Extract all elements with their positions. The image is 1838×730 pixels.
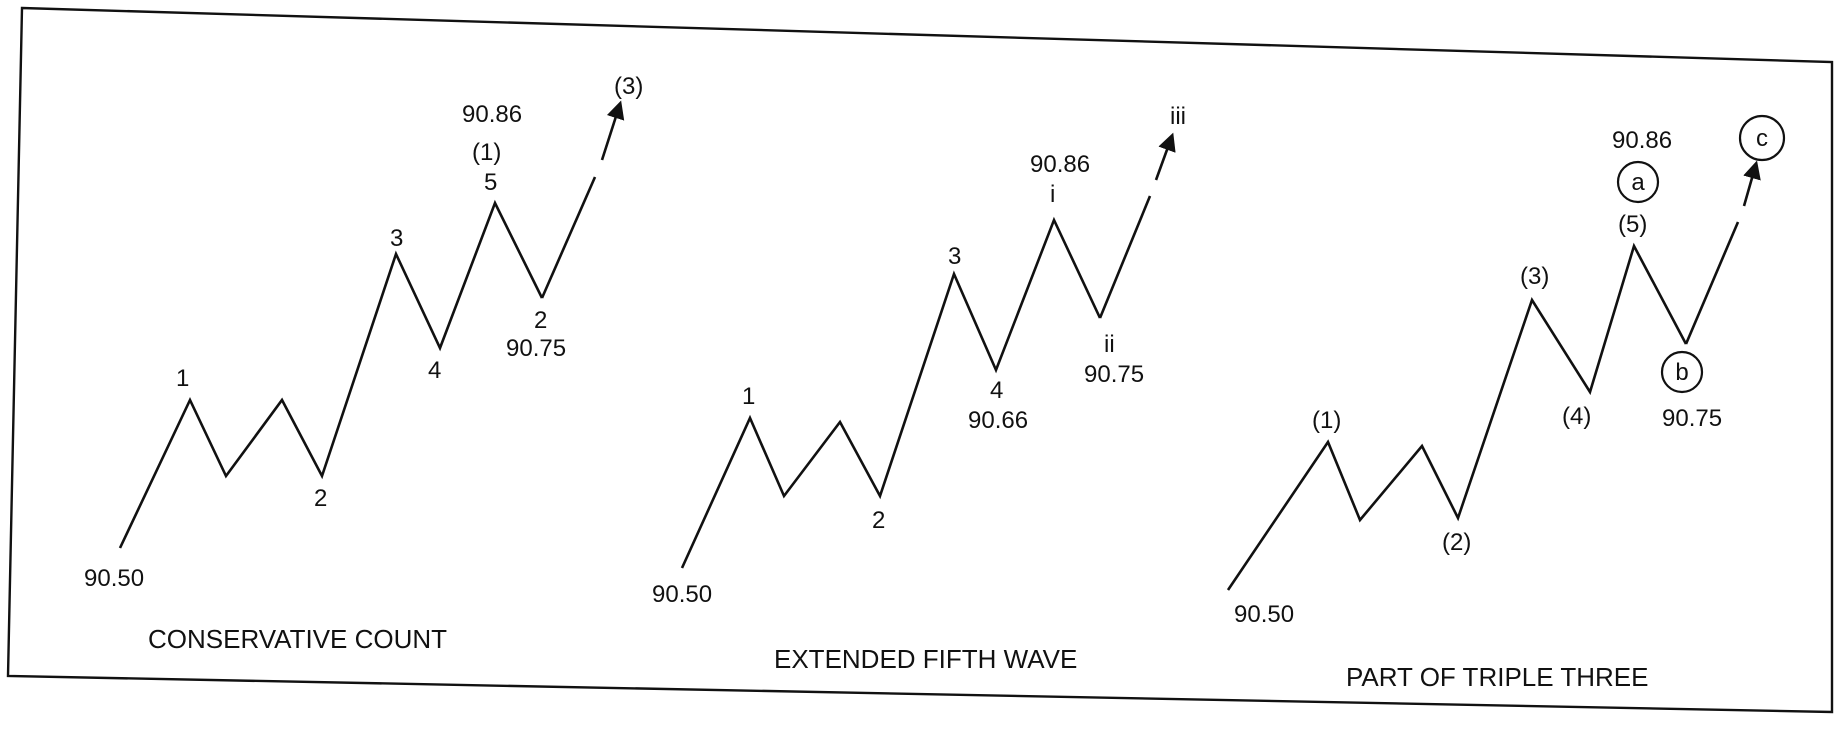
target-arrow-head-1: [600, 100, 625, 161]
wave-4-label: (4): [1562, 403, 1591, 430]
target-arrow-2: [1098, 195, 1152, 319]
panel-caption: CONSERVATIVE COUNT: [148, 624, 447, 654]
circle-a-marker: [1616, 160, 1660, 204]
target-arrow-3: [1684, 221, 1740, 345]
top-price-label: 90.86: [1030, 151, 1090, 178]
circle-b-marker: [1660, 350, 1704, 394]
top-circled-label: a: [1631, 169, 1645, 196]
panel-caption: PART OF TRIPLE THREE: [1346, 662, 1648, 692]
wave-1-label: 1: [742, 383, 755, 410]
circle-c-marker: [1738, 114, 1786, 162]
wave-2-label: (2): [1442, 529, 1471, 556]
wave-2-label: 2: [314, 485, 327, 512]
target-circled-label: c: [1756, 125, 1768, 152]
wave-5-label: (5): [1618, 211, 1647, 238]
target-arrow-1: [540, 176, 597, 299]
wave-4-price-label: 90.66: [968, 407, 1028, 434]
wave-1-label: (1): [1312, 407, 1341, 434]
panel-part-of-triple-three: 90.50 (1) (2) (3) (4) (5) a 90.86 b 90.7…: [1226, 114, 1786, 692]
wave-2-label: 2: [872, 507, 885, 534]
start-price-label: 90.50: [1234, 601, 1294, 628]
target-arrow-head-3: [1742, 160, 1761, 207]
top-price-label: 90.86: [462, 101, 522, 128]
wave-3-label: 3: [948, 243, 961, 270]
after-top-label: 2: [534, 307, 547, 334]
wave-path-3: [1226, 242, 1688, 591]
wave-4-label: 4: [428, 357, 441, 384]
top-degree-label: (1): [472, 139, 501, 166]
target-label: iii: [1170, 103, 1186, 130]
wave-4-label: 4: [990, 377, 1003, 404]
top-price-label: 90.86: [1612, 127, 1672, 154]
after-top-price-label: 90.75: [1662, 405, 1722, 432]
panel-caption: EXTENDED FIFTH WAVE: [774, 644, 1077, 674]
panel-conservative-count: 90.50 1 2 3 4 5 (1) 90.86 2 90.75 (3) CO…: [84, 73, 643, 654]
start-price-label: 90.50: [84, 565, 144, 592]
after-top-price-label: 90.75: [506, 335, 566, 362]
wave-path-2: [680, 216, 1102, 569]
wave-3-label: (3): [1520, 263, 1549, 290]
after-top-price-label: 90.75: [1084, 361, 1144, 388]
panel-extended-fifth-wave: 90.50 1 2 3 4 90.66 i 90.86 ii 90.75 iii…: [652, 103, 1186, 674]
after-top-label: ii: [1104, 331, 1115, 358]
figure-frame: [6, 6, 1834, 714]
start-price-label: 90.50: [652, 581, 712, 608]
target-label: (3): [614, 73, 643, 100]
wave-1-label: 1: [176, 365, 189, 392]
top-label: i: [1050, 181, 1055, 208]
target-arrow-head-2: [1154, 132, 1176, 181]
wave-path-1: [118, 199, 544, 549]
after-top-circled-label: b: [1675, 359, 1688, 386]
wave-3-label: 3: [390, 225, 403, 252]
wave-5-label: 5: [484, 169, 497, 196]
